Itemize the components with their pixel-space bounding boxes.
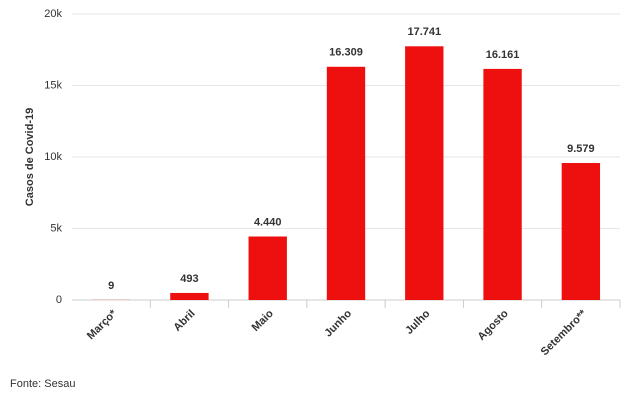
y-tick-label: 5k [50,222,62,234]
value-label: 493 [180,273,198,285]
y-axis-label: Casos de Covid-19 [24,108,36,206]
y-tick-label: 10k [44,151,62,163]
y-tick-label: 15k [44,79,62,91]
value-label: 16.309 [329,47,363,59]
y-tick-label: 0 [56,294,62,306]
bar [326,66,366,300]
value-label: 4.440 [254,216,282,228]
value-label: 16.161 [486,49,520,61]
bar [561,163,601,300]
value-label: 9.579 [567,143,595,155]
x-tick-label: Maio [250,307,276,333]
y-tick-label: 20k [44,8,62,20]
bar [405,46,444,301]
bar [248,236,287,300]
x-tick-label: Março* [85,307,120,342]
x-tick-label: Agosto [475,307,510,342]
value-label: 9 [108,280,114,292]
x-tick-label: Abril [171,308,197,334]
x-tick-label: Setembro** [539,307,590,358]
source-note: Fonte: Sesau [10,378,75,390]
x-tick-label: Julho [403,308,432,337]
bar [170,292,209,300]
x-tick-label: Junho [322,307,354,339]
value-label: 17.741 [407,26,441,38]
bar [483,68,522,300]
